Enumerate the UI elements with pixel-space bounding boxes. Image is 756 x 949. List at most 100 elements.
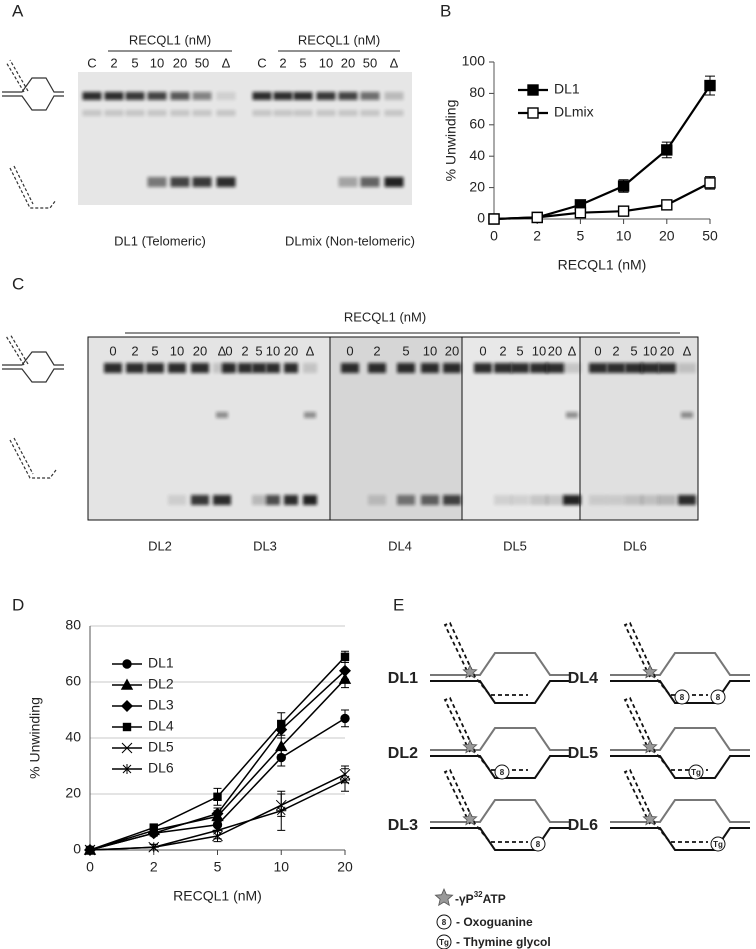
- dashed-strand: [443, 621, 528, 696]
- gel-band: [360, 177, 380, 187]
- lesion-symbol: Tg: [713, 840, 723, 849]
- panel-label: D: [12, 595, 24, 614]
- bottom-strand: [610, 827, 750, 851]
- series-line: [493, 181, 711, 221]
- gel-band: [126, 363, 144, 373]
- gel-band: [338, 92, 358, 100]
- gel-band: [316, 92, 336, 100]
- gel-band: [284, 495, 298, 505]
- lane-label: C: [87, 55, 96, 70]
- gel-band: [216, 177, 236, 187]
- gel-band: [170, 110, 190, 116]
- gel-band: [338, 110, 358, 116]
- legend-label: DL6: [148, 760, 174, 776]
- lane-label: 10: [532, 343, 546, 358]
- gel-band: [304, 412, 316, 418]
- marker: [617, 180, 630, 192]
- construct-label: DL2: [388, 745, 418, 762]
- lesion-symbol: 8: [536, 840, 541, 849]
- lane-label: 10: [150, 55, 164, 70]
- x-tick-label: 10: [616, 228, 632, 244]
- marker: [149, 823, 158, 832]
- gel-header: RECQL1 (nM): [129, 32, 211, 47]
- legend-marker: [527, 84, 539, 96]
- gel-band: [421, 363, 439, 373]
- lesion-symbol: 8: [716, 693, 721, 702]
- lane-label: 0: [346, 343, 353, 358]
- lane-label: Δ: [390, 55, 399, 70]
- top-strand: [430, 799, 570, 823]
- lane-label: 2: [279, 55, 286, 70]
- lesion-circle: [530, 836, 546, 852]
- gel-band: [82, 92, 102, 100]
- y-tick-label: 40: [469, 147, 485, 163]
- marker: [617, 205, 630, 217]
- legend-marker: [122, 764, 132, 774]
- gel-band: [397, 363, 415, 373]
- y-tick-label: 60: [65, 673, 81, 689]
- marker: [704, 79, 716, 92]
- bottom-strand: [610, 680, 750, 704]
- gel-band: [252, 495, 266, 505]
- gel-band: [607, 363, 625, 373]
- gel-name: DL5: [503, 538, 527, 553]
- construct-label: DL3: [388, 817, 418, 834]
- marker: [276, 805, 287, 816]
- lane-label: 50: [363, 55, 377, 70]
- gel-band: [625, 495, 643, 505]
- lane-label: 10: [170, 343, 184, 358]
- marker: [275, 739, 288, 752]
- gel-band: [168, 363, 186, 373]
- lesion-circle: [710, 689, 726, 705]
- lane-label: 0: [109, 343, 116, 358]
- gel-band: [681, 412, 693, 418]
- marker: [531, 211, 543, 224]
- legend-suffix: ATP: [483, 892, 506, 906]
- legend-label: DL1: [148, 655, 174, 671]
- top-strand: [430, 652, 570, 676]
- gel-band: [566, 412, 578, 418]
- gel-band: [303, 495, 317, 505]
- construct-label: DL6: [568, 817, 598, 834]
- lane-label: 10: [319, 55, 333, 70]
- construct-label: DL1: [388, 670, 418, 687]
- gel-band: [368, 495, 386, 505]
- gel-band: [192, 92, 212, 100]
- lane-label: Δ: [683, 343, 692, 358]
- gel-band: [147, 92, 167, 100]
- lane-label: 20: [660, 343, 674, 358]
- gel-band: [607, 495, 625, 505]
- legend-marker: [120, 678, 134, 690]
- x-tick-label: 2: [533, 228, 541, 244]
- substrate-icons: [2, 59, 64, 479]
- gel-band: [563, 363, 581, 373]
- gel-band: [170, 92, 190, 100]
- gel-band: [625, 363, 643, 373]
- dashed-strand: [443, 696, 528, 771]
- marker: [339, 664, 351, 677]
- gel-band: [293, 92, 313, 100]
- marker: [661, 144, 673, 156]
- construct-label: DL5: [568, 745, 598, 762]
- gel-name: DLmix (Non-telomeric): [285, 233, 415, 248]
- gel-band: [341, 363, 359, 373]
- legend-marker: [122, 659, 132, 669]
- gel-header: RECQL1 (nM): [344, 309, 426, 324]
- lane-label: 5: [630, 343, 637, 358]
- gel-band: [421, 495, 439, 505]
- gel-band: [266, 363, 280, 373]
- lesion-circle: [494, 764, 510, 780]
- gel-band: [266, 495, 280, 505]
- dashed-strand: [623, 768, 708, 843]
- lane-label: Δ: [306, 343, 315, 358]
- gel-band: [316, 110, 336, 116]
- panel-label: A: [12, 1, 24, 20]
- gel-band: [293, 110, 313, 116]
- gel-band: [284, 363, 298, 373]
- top-strand: [610, 652, 750, 676]
- top-strand: [430, 727, 570, 751]
- x-tick-label: 0: [490, 228, 498, 244]
- gel-band: [641, 363, 659, 373]
- lane-label: 5: [151, 343, 158, 358]
- lane-label: Δ: [222, 55, 231, 70]
